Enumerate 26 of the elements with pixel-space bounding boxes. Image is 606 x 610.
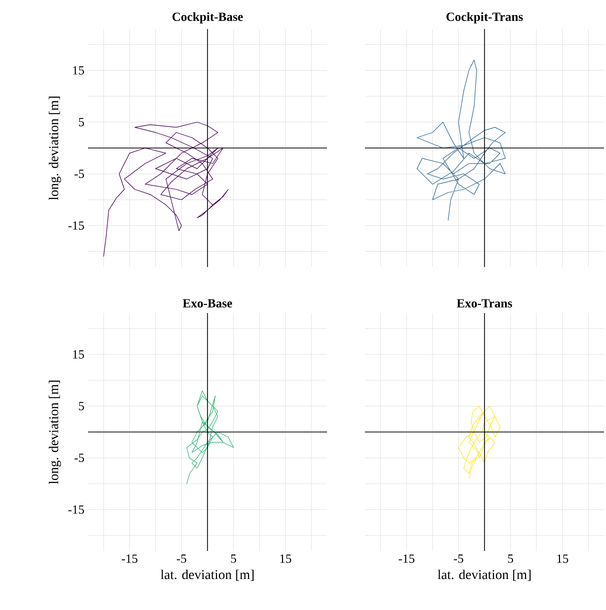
y-tick-label: -15 bbox=[68, 221, 84, 230]
y-axis-title: long. deviation [m] bbox=[48, 96, 62, 200]
y-axis-title: long. deviation [m] bbox=[48, 380, 62, 484]
y-tick-label: 5 bbox=[78, 402, 84, 410]
y-tick-label: -5 bbox=[74, 454, 84, 462]
y-tick-label: 15 bbox=[73, 350, 84, 359]
x-tick-label: 15 bbox=[280, 554, 292, 563]
chart-title: Cockpit-Trans bbox=[446, 12, 523, 24]
line-series bbox=[186, 390, 234, 484]
chart-title: Exo-Base bbox=[182, 299, 232, 308]
x-axis-title: lat. deviation [m] bbox=[438, 570, 531, 581]
y-tick-label: 5 bbox=[78, 118, 84, 126]
y-tick-label: -5 bbox=[74, 170, 84, 178]
x-tick-label: -15 bbox=[122, 554, 138, 563]
x-tick-label: 15 bbox=[557, 554, 568, 563]
y-tick-label: -15 bbox=[68, 505, 84, 514]
x-tick-label: -5 bbox=[176, 554, 186, 563]
x-tick-label: -5 bbox=[454, 554, 464, 563]
chart-title: Cockpit-Base bbox=[172, 12, 243, 24]
x-tick-label: 5 bbox=[508, 554, 514, 563]
chart-title: Exo-Trans bbox=[456, 299, 512, 308]
y-tick-label: 15 bbox=[73, 66, 84, 75]
x-axis-title: lat. deviation [m] bbox=[160, 570, 254, 581]
x-tick-label: 5 bbox=[231, 554, 236, 563]
line-series bbox=[103, 122, 229, 257]
x-tick-label: -15 bbox=[398, 554, 414, 563]
